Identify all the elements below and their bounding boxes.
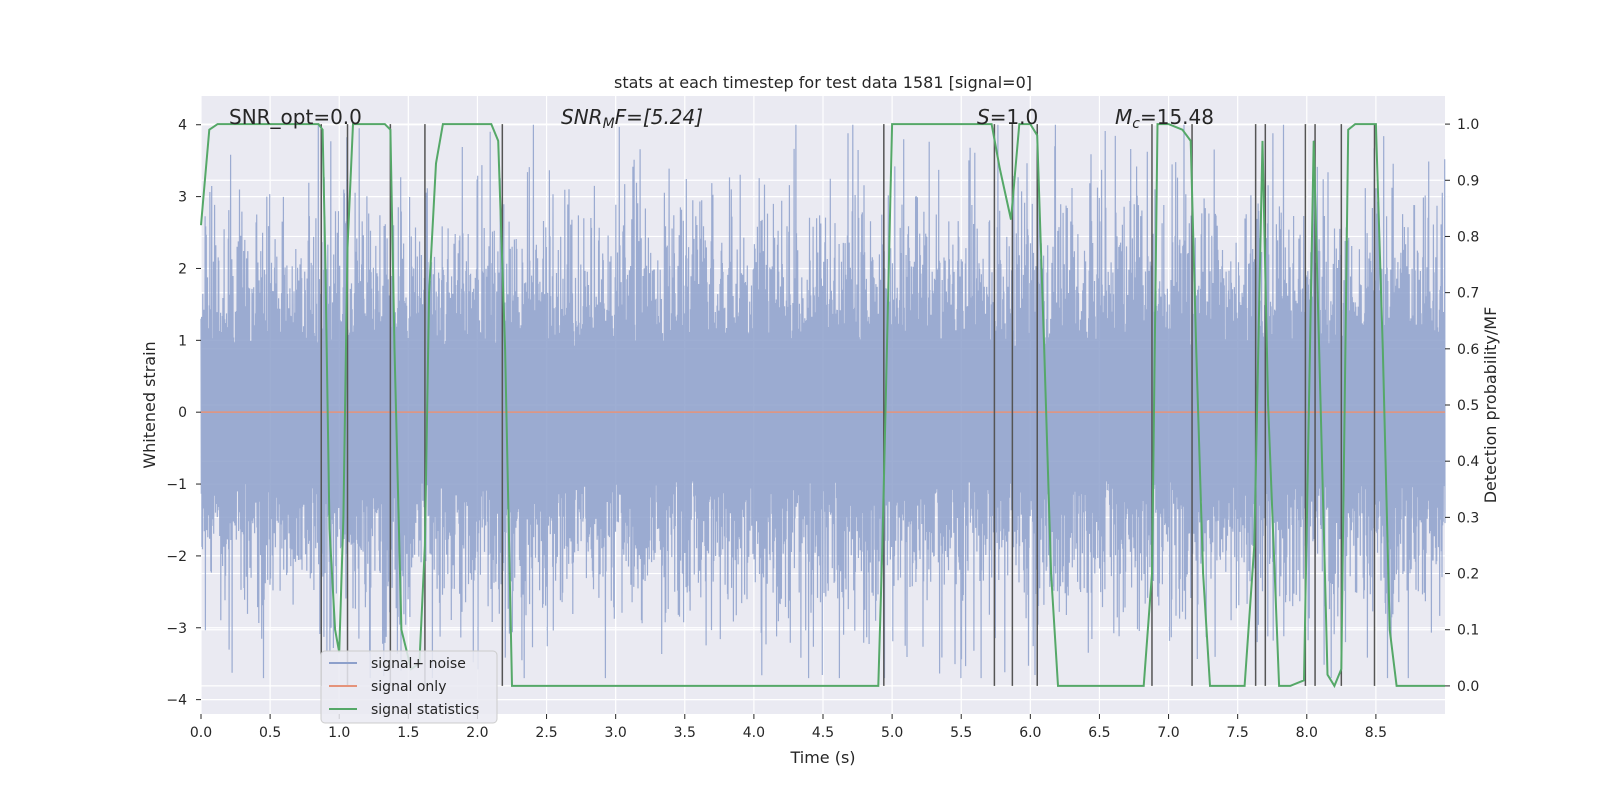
x-tick-label: 4.5 [812,725,834,741]
x-tick-label: 5.0 [881,725,903,741]
x-tick-label: 6.0 [1019,725,1041,741]
x-axis-ticks: 0.0 0.5 1.0 1.5 2.0 2.5 3.0 3.5 4.0 4.5 5.0 5.5 6.0 6… [190,714,1387,741]
annotation-snr-opt: SNR_opt=0.0 [229,105,362,129]
legend-label-signal-only: signal only [371,679,446,695]
right-y-tick-label: 0.5 [1457,398,1479,414]
legend-label-signal-plus-noise: signal+ noise [371,656,466,672]
right-y-tick-label: 0.8 [1457,229,1479,245]
x-tick-label: 5.5 [950,725,972,741]
left-y-tick-label: −4 [166,693,187,709]
left-y-tick-label: 4 [178,118,187,134]
right-y-tick-label: 0.0 [1457,679,1479,695]
right-y-tick-label: 0.3 [1457,510,1479,526]
x-tick-label: 2.0 [466,725,488,741]
left-y-tick-label: 3 [178,190,187,206]
x-tick-label: 8.5 [1365,725,1387,741]
x-tick-label: 1.0 [328,725,350,741]
left-y-axis-label: Whitened strain [140,341,159,468]
x-tick-label: 6.5 [1088,725,1110,741]
x-tick-label: 1.5 [397,725,419,741]
right-y-tick-label: 0.1 [1457,623,1479,639]
x-tick-label: 4.0 [743,725,765,741]
annotation-mc: Mc=15.48 [1115,105,1214,132]
x-tick-label: 3.0 [605,725,627,741]
chart-title: stats at each timestep for test data 158… [614,73,1032,92]
right-y-tick-label: 1.0 [1457,117,1479,133]
right-y-tick-label: 0.9 [1457,173,1479,189]
annotation-mc-sub: c [1132,116,1140,132]
x-tick-label: 7.0 [1157,725,1179,741]
signal-statistics-series [200,123,1445,689]
left-y-tick-label: 2 [178,261,187,277]
left-y-tick-label: −3 [166,621,187,637]
annotation-mc-main: M [1115,105,1132,129]
right-y-tick-label: 0.7 [1457,286,1479,302]
legend: signal+ noise signal only signal statist… [320,650,498,724]
x-tick-label: 0.0 [190,725,212,741]
annotation-snr-mf-rest: F=[5.24] [615,105,703,129]
left-y-tick-label: −2 [166,549,187,565]
x-tick-label: 8.0 [1296,725,1318,741]
legend-label-signal-statistics: signal statistics [371,702,479,718]
right-y-tick-label: 0.6 [1457,342,1479,358]
x-tick-label: 7.5 [1227,725,1249,741]
annotation-mc-rest: =15.48 [1140,105,1214,129]
right-y-axis-ticks: 1.0 0.9 0.8 0.7 0.6 0.5 0.4 0.3 0.2 0.1 0.0 [1445,117,1479,695]
annotation-snr-mf: SNRMF=[5.24] [561,105,703,132]
right-y-axis-label: Detection probability/MF [1481,307,1500,504]
left-y-tick-label: 1 [178,333,187,349]
annotation-snr-mf-sub: M [603,116,615,132]
left-y-tick-label: −1 [166,477,187,493]
annotation-s: S=1.0 [977,105,1038,129]
left-y-axis-ticks: 4 3 2 1 0 −1 −2 −3 −4 [166,118,201,709]
detection-markers [320,124,1376,686]
annotation-s-rest: =1.0 [990,105,1039,129]
x-tick-label: 3.5 [674,725,696,741]
annotation-snr-mf-main: SNR [561,105,603,129]
x-axis-label: Time (s) [789,748,855,767]
left-y-tick-label: 0 [178,405,187,421]
signal-statistics-line [200,123,1445,689]
signal-plus-noise-line [200,124,1446,679]
right-y-tick-label: 0.4 [1457,454,1479,470]
legend-box [320,650,498,724]
annotation-s-main: S [977,105,990,129]
right-y-tick-label: 0.2 [1457,567,1479,583]
x-tick-label: 0.5 [259,725,281,741]
signal-plus-noise-series [200,124,1446,679]
x-tick-label: 2.5 [535,725,557,741]
